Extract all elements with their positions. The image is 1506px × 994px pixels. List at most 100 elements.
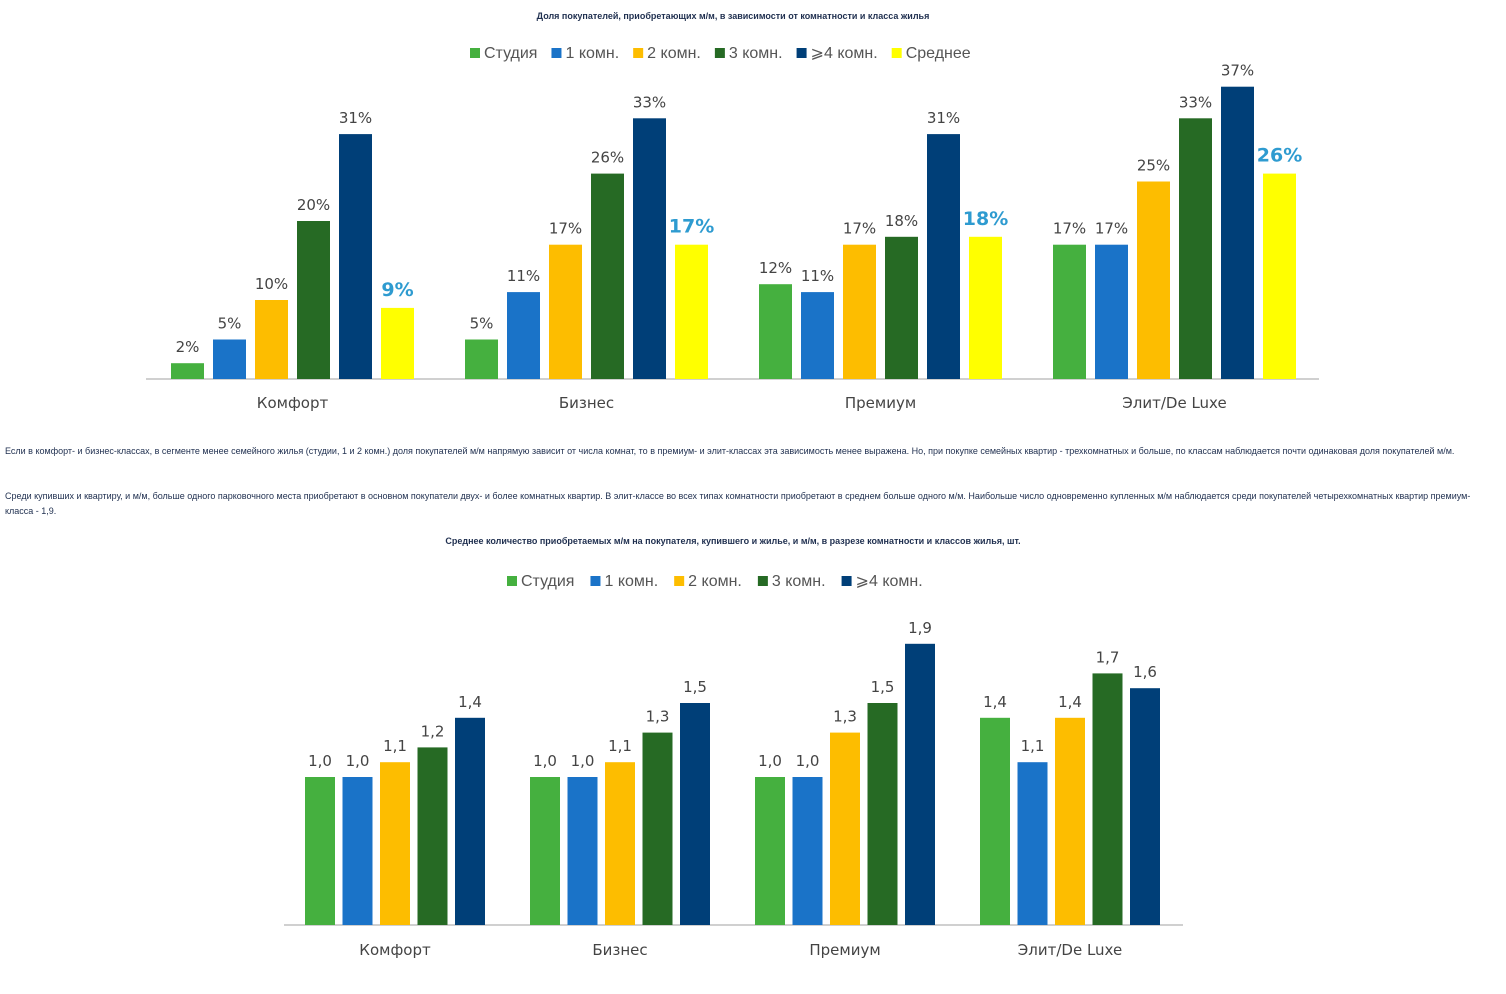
value-label: 31% [927,109,960,127]
category-label: Премиум [809,941,880,959]
value-label: 1,1 [1021,737,1045,755]
category-label: Бизнес [592,941,647,959]
paragraph-2: Среди купивших и квартиру, и м/м, больше… [5,491,1471,516]
value-label: 20% [297,196,330,214]
value-label: 18% [885,212,918,230]
category-label: Элит/De Luxe [1018,941,1122,959]
legend-label: 2 комн. [647,45,701,62]
chart2-avg-parking-spaces: Студия 1 комн. 2 комн. 3 комн. ⩾4 комн. 1,0 1,… [284,573,1183,959]
chart1-share-of-buyers: Студия 1 комн. 2 комн. 3 комн. ⩾4 комн. Средн… [146,45,1319,412]
legend-item-4: ⩾4 комн. [841,573,923,590]
value-label: 10% [255,275,288,293]
bar [507,292,540,379]
value-label: 1,1 [608,737,632,755]
bar [339,134,372,379]
average-value-label: 26% [1257,145,1302,167]
category-group: 2% 5% 10% 20% 31% 9% Комфорт [171,109,414,412]
value-label: 1,5 [871,678,895,696]
legend-item-1: 1 комн. [590,573,658,590]
legend-label: 3 комн. [729,45,783,62]
category-label: Элит/De Luxe [1122,394,1226,412]
legend-swatch [796,48,807,58]
legend-item-0: Студия [507,573,574,590]
legend-item-2: 2 комн. [633,45,701,62]
value-label: 17% [1095,220,1128,238]
legend-label: 1 комн. [604,573,658,590]
value-label: 11% [507,267,540,285]
legend-swatch [757,576,768,586]
bar [642,732,673,925]
legend-label: 2 комн. [688,573,742,590]
bar [380,762,410,925]
category-label: Бизнес [559,394,614,412]
legend-label: ⩾4 комн. [811,45,878,62]
value-label: 1,7 [1096,648,1120,666]
legend-swatch [714,48,725,58]
average-value-label: 18% [963,208,1008,230]
bar [549,244,582,379]
chart1-title: Доля покупателей, приобретающих м/м, в з… [536,11,930,21]
value-label: 12% [759,259,792,277]
legend-item-3: 3 комн. [714,45,783,62]
bar [755,777,785,925]
bar [1055,717,1085,925]
bar [1092,673,1123,925]
paragraph-1: Если в комфорт- и бизнес-классах, в сегм… [5,446,1455,456]
category-label: Премиум [845,394,916,412]
value-label: 11% [801,267,834,285]
value-label: 5% [218,315,242,333]
value-label: 26% [591,149,624,167]
bar [567,777,598,925]
value-label: 17% [843,220,876,238]
legend-swatch [674,576,685,586]
bar [830,732,860,925]
legend-label: ⩾4 комн. [856,573,923,590]
legend-swatch [891,48,902,58]
bar [297,221,330,379]
value-label: 1,9 [908,619,932,637]
bar [1130,688,1160,925]
bar [455,717,485,925]
value-label: 31% [339,109,372,127]
legend-swatch [470,48,480,58]
category-group: 17% 17% 25% 33% 37% 26% Элит/De Luxe [1053,62,1302,412]
average-value-label: 9% [381,279,413,301]
bar [417,747,448,925]
legend-swatch [633,48,644,58]
bar [969,236,1002,379]
category-group: 12% 11% 17% 18% 31% 18% Премиум [759,109,1008,412]
bar [305,777,335,925]
bar [759,284,792,379]
value-label: 37% [1221,62,1254,80]
value-label: 1,0 [571,752,595,770]
bar [381,307,414,379]
chart2-title: Среднее количество приобретаемых м/м на … [445,536,1021,546]
category-label: Комфорт [359,941,431,959]
legend-item-5: Среднее [891,45,971,62]
bar [1053,244,1086,379]
category-group: 1,4 1,1 1,4 1,7 1,6 Элит/De Luxe [980,648,1160,959]
bar [605,762,635,925]
value-label: 1,1 [383,737,407,755]
bar [680,703,710,925]
legend-item-0: Студия [470,45,537,62]
value-label: 1,2 [421,722,445,740]
value-label: 17% [1053,220,1086,238]
bar [591,173,624,379]
bar [927,134,960,379]
legend-label: 3 комн. [772,573,826,590]
value-label: 1,5 [683,678,707,696]
value-label: 1,3 [833,708,857,726]
value-label: 1,3 [646,708,670,726]
legend-item-1: 1 комн. [551,45,619,62]
category-group: 1,0 1,0 1,1 1,2 1,4 Комфорт [305,693,485,959]
bar [530,777,560,925]
category-group: 1,0 1,0 1,1 1,3 1,5 Бизнес [530,678,710,959]
value-label: 1,6 [1133,663,1157,681]
value-label: 1,0 [758,752,782,770]
bar [792,777,823,925]
bar [213,339,246,379]
value-label: 1,0 [346,752,370,770]
bar [843,244,876,379]
legend-swatch [841,576,852,586]
